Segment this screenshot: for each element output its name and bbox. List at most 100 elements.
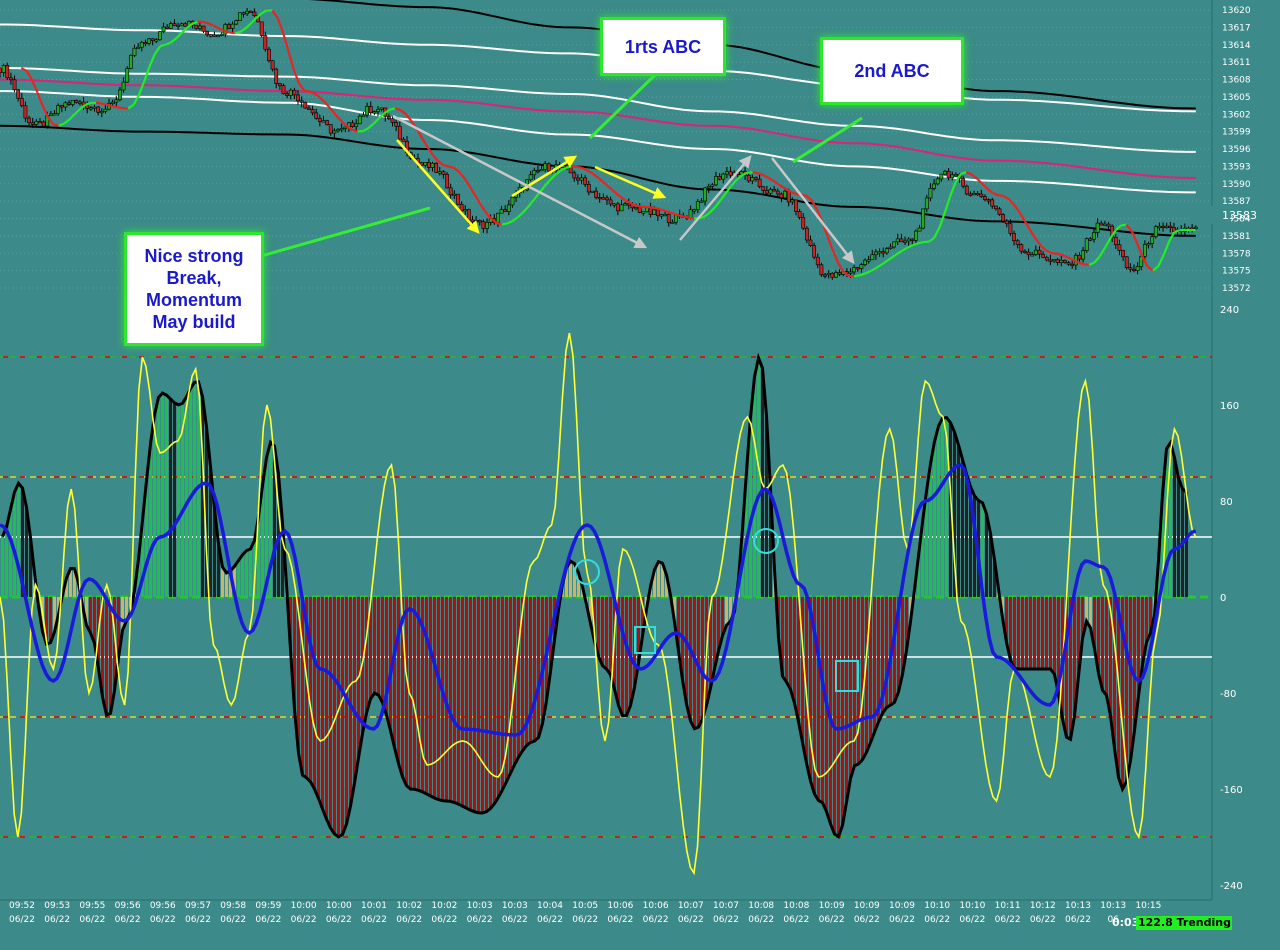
candle-body [430,162,435,168]
candle-body [241,12,246,15]
fast-ma-segment [1152,265,1160,272]
candle-body [103,108,108,112]
candle-body [612,203,617,206]
fast-ma-segment [437,159,444,166]
fast-ma-segment [1008,198,1016,206]
candle-body [757,178,762,188]
candle-body [386,116,391,119]
osc-histogram-bar [1121,597,1124,789]
candle-body [332,130,337,134]
fast-ma-segment [244,22,252,30]
osc-histogram-bar [717,597,720,651]
osc-histogram-bar [629,597,632,706]
osc-histogram-bar [505,597,508,782]
candle-body [884,248,889,254]
fast-ma-segment [292,68,300,84]
candle-body [183,23,188,27]
fast-ma-segment [490,217,498,224]
osc-histogram-bar [1161,494,1164,597]
osc-histogram-bar [25,507,28,597]
annotation-arrow-0 [396,139,480,234]
candle-body [914,230,918,241]
signal-square-marker [835,660,859,692]
osc-histogram-bar [405,597,408,786]
fast-ma-segment [106,103,113,108]
candle-body [227,24,231,29]
candle-body [499,209,504,214]
osc-histogram-bar [213,508,216,597]
osc-histogram-bar [137,558,140,597]
candle-body [503,209,508,212]
time-tick-label: 10:03 [467,901,493,911]
price-tick-label: 13602 [1222,110,1251,120]
candle-body [1048,259,1053,262]
candle-body [168,23,173,29]
osc-histogram-bar [697,597,700,728]
candle-body [9,77,13,81]
osc-histogram-bar [333,597,336,835]
candle-body [761,186,766,191]
osc-histogram-bar [441,597,444,801]
fast-ma-segment [73,108,81,116]
candle-body [78,101,82,104]
candle-body [172,23,177,26]
fast-ma-segment [837,262,845,273]
osc-histogram-bar [1169,442,1172,597]
fast-ma-segment [180,27,188,34]
osc-histogram-bar [661,563,664,597]
fast-ma-segment [965,171,972,176]
osc-histogram-bar [789,597,792,690]
fast-ma-segment [1040,245,1048,252]
candle-body [772,189,777,192]
osc-histogram-bar [693,597,696,729]
fast-ma-segment [496,221,503,226]
fast-ma-segment [554,169,562,176]
osc-histogram-bar [185,396,188,597]
candle-body [1106,223,1111,227]
osc-histogram-bar [525,597,528,746]
fast-ma-segment [618,194,626,201]
osc-histogram-bar [337,597,340,837]
candle-body [786,190,791,203]
fast-ma-segment [1120,223,1127,227]
fast-ma-segment [276,17,284,33]
price-band-line-3 [0,90,1196,194]
candle-body [637,207,642,213]
osc-histogram-bar [877,597,880,722]
callout-pointer-2 [792,116,863,164]
time-tick-label: 09:52 [9,901,35,911]
candle-body [874,251,878,256]
fast-ma-segment [239,27,247,33]
candle-body [623,203,628,206]
osc-histogram-bar [621,597,624,716]
candle-body [699,200,704,203]
fast-ma-segment [970,173,978,180]
fast-ma-segment [762,174,770,179]
candle-body [652,209,657,215]
fast-ma-segment [677,214,684,218]
candle-body [1033,249,1038,255]
candle-body [779,193,784,199]
candle-body [539,169,544,172]
osc-histogram-bar [749,417,752,597]
fast-ma-segment [458,171,466,180]
time-tick-label: 10:01 [361,901,387,911]
candle-body [852,267,857,273]
date-tick-label: 06 [1107,915,1119,925]
osc-histogram-bar [797,597,800,722]
fast-ma-segment [976,177,984,185]
price-tick-label: 13584 [1222,215,1251,225]
candle-body [1008,223,1013,234]
candle-body [768,189,773,194]
candle-body [365,106,369,116]
price-tick-label: 13587 [1222,197,1251,207]
fast-ma-segment [383,108,391,115]
candle-body [70,99,75,105]
candle-body [38,121,42,124]
osc-histogram-bar [437,597,440,800]
candle-body [815,256,820,266]
candle-body [390,118,395,123]
candle-body [248,10,253,14]
osc-tick-label: -240 [1220,881,1243,892]
date-tick-label: 06/22 [115,915,141,925]
